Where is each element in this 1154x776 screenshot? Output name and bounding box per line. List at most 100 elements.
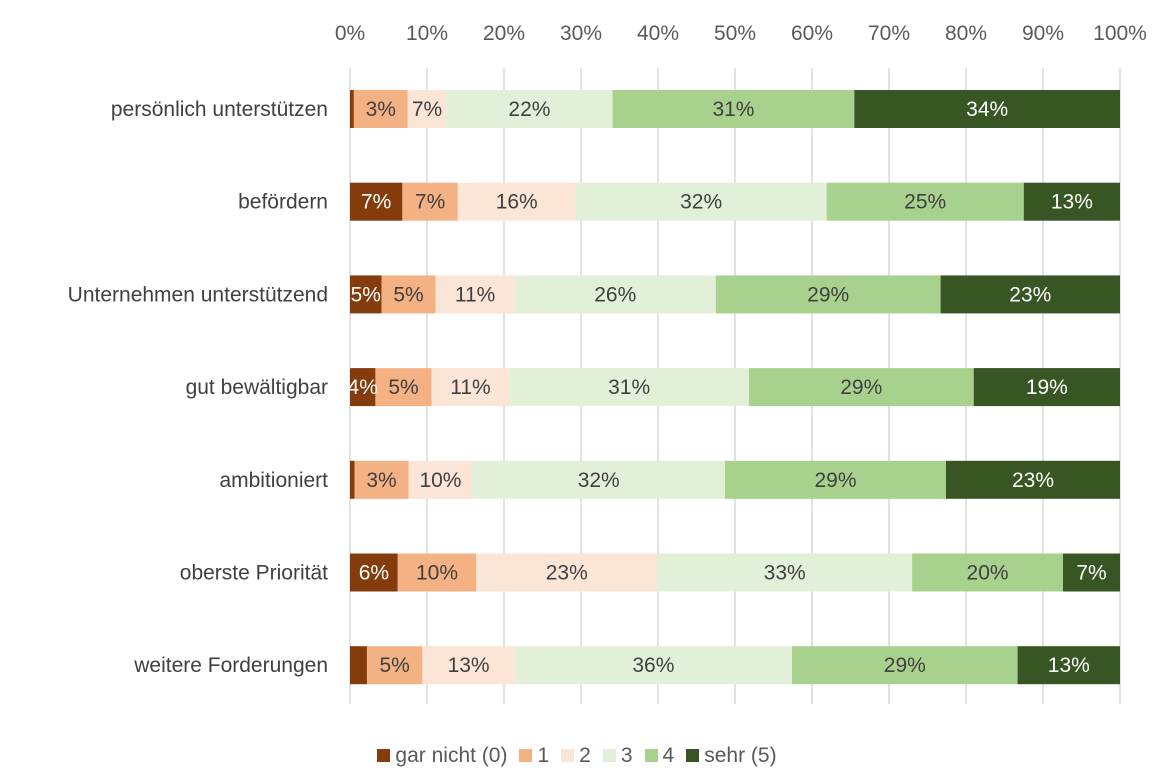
legend-label: 1 (537, 744, 550, 767)
category-label: befördern (238, 191, 328, 214)
data-label: 33% (764, 562, 806, 585)
data-label: 23% (546, 562, 588, 585)
x-tick-label: 20% (483, 22, 525, 45)
category-label: weitere Forderungen (133, 654, 328, 677)
x-tick-label: 0% (335, 22, 365, 45)
bar-segment (514, 646, 792, 685)
data-label: 3% (366, 98, 396, 121)
x-tick-label: 40% (637, 22, 679, 45)
bar-segment (940, 275, 1120, 314)
data-label: 13% (1048, 654, 1090, 677)
data-label: 5% (388, 376, 418, 399)
bar-segment (402, 182, 458, 221)
legend-item: 3 (602, 744, 633, 768)
data-label: 22% (508, 98, 550, 121)
data-label: 23% (1012, 469, 1054, 492)
data-label: 11% (455, 283, 495, 306)
bar-segment (408, 460, 473, 499)
x-tick-label: 30% (560, 22, 602, 45)
legend-item: 1 (519, 744, 549, 768)
category-labels: persönlich unterstützen befördern Unterneh… (68, 98, 328, 677)
data-label: 34% (966, 98, 1008, 121)
bar-segment (350, 553, 398, 592)
bar-segment (826, 182, 1024, 221)
data-label: 16% (496, 191, 538, 214)
bar-segments (350, 90, 1120, 685)
bar-segment (973, 368, 1120, 407)
bar-segment (350, 460, 355, 499)
data-label: 5% (393, 283, 423, 306)
bar-segment (1063, 553, 1120, 592)
data-label: 31% (608, 376, 650, 399)
legend-swatch (377, 749, 391, 762)
bar-segment (476, 553, 658, 592)
bar-segment (350, 90, 354, 128)
bar-segment (397, 553, 477, 592)
category-label: oberste Priorität (180, 562, 328, 585)
data-label: 23% (1009, 283, 1051, 306)
bar-segment (472, 460, 725, 499)
x-tick-label: 90% (1022, 22, 1064, 45)
legend-item: 2 (561, 744, 591, 768)
bar-segment (407, 90, 447, 128)
bar-segment (657, 553, 913, 592)
data-label: 29% (814, 469, 856, 492)
category-label: persönlich unterstützen (111, 98, 328, 121)
legend-swatch (686, 749, 700, 762)
data-label: 36% (632, 654, 674, 677)
data-label: 11% (450, 376, 490, 399)
data-label: 25% (904, 191, 946, 214)
bar-segment (912, 553, 1064, 592)
x-tick-label: 10% (406, 22, 448, 45)
bar-segment (431, 368, 510, 407)
legend-item: 4 (644, 744, 674, 768)
bar-segment (350, 275, 382, 314)
data-label: 10% (419, 469, 461, 492)
legend-label: 2 (579, 744, 591, 767)
data-label: 29% (807, 283, 849, 306)
data-label: 4% (348, 376, 378, 399)
legend-swatch (602, 749, 616, 762)
data-label: 7% (415, 191, 445, 214)
bar-segment (375, 368, 432, 407)
x-tick-label: 100% (1093, 22, 1147, 45)
legend-item: gar nicht (0) (377, 744, 507, 768)
bar-segment (854, 90, 1120, 128)
data-label: 13% (1051, 191, 1093, 214)
data-label: 32% (578, 469, 620, 492)
data-label: 3% (366, 469, 396, 492)
bar-segment (422, 646, 515, 685)
bar-segment (350, 646, 367, 685)
legend-label: gar nicht (0) (395, 744, 508, 767)
category-label: gut bewältigbar (186, 376, 328, 399)
x-tick-label: 60% (791, 22, 833, 45)
data-label: 31% (712, 98, 754, 121)
category-label: ambitioniert (219, 469, 328, 492)
bar-segment (457, 182, 576, 221)
bar-segment (724, 460, 946, 499)
legend-swatch (644, 749, 658, 762)
data-label: 19% (1026, 376, 1068, 399)
bar-segment (350, 182, 403, 221)
data-label: 7% (1076, 562, 1106, 585)
bar-segment (514, 275, 716, 314)
data-label: 20% (967, 562, 1009, 585)
data-label: 29% (884, 654, 926, 677)
legend: gar nicht (0) 1 2 3 4 sehr (5) (0, 744, 1154, 768)
data-label: 32% (680, 191, 722, 214)
bar-segment (435, 275, 515, 314)
data-label: 6% (359, 562, 389, 585)
data-label: 13% (448, 654, 490, 677)
bar-segment (791, 646, 1018, 685)
category-label: Unternehmen unterstützend (68, 283, 328, 306)
x-axis-tick-labels: 0% 10% 20% 30% 40% 50% 60% 70% 80% 90% 100% (335, 22, 1147, 45)
legend-label: sehr (5) (704, 744, 777, 767)
data-label: 5% (351, 283, 381, 306)
x-tick-label: 70% (868, 22, 910, 45)
bar-segment (715, 275, 941, 314)
legend-label: 3 (620, 744, 633, 767)
stacked-bar-chart: 0% 10% 20% 30% 40% 50% 60% 70% 80% 90% 100% persön… (68, 22, 1147, 704)
x-tick-label: 80% (945, 22, 987, 45)
bar-segment (945, 460, 1120, 499)
data-label: 10% (416, 562, 458, 585)
